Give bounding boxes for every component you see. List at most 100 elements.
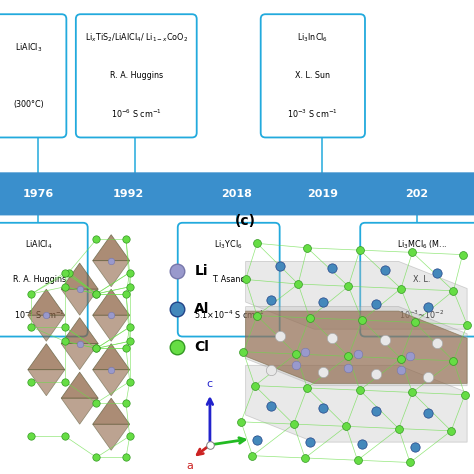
Text: 10$^{-3}$~10$^{-2}$: 10$^{-3}$~10$^{-2}$ bbox=[399, 308, 445, 320]
Text: 1992: 1992 bbox=[112, 189, 144, 199]
Point bbox=[267, 296, 274, 304]
Point bbox=[292, 362, 300, 369]
Point bbox=[276, 262, 283, 270]
Point bbox=[397, 366, 405, 374]
Point bbox=[65, 269, 73, 276]
Text: LiAlCl$_4$: LiAlCl$_4$ bbox=[25, 238, 53, 251]
Polygon shape bbox=[61, 318, 98, 344]
Point bbox=[358, 441, 366, 448]
Point bbox=[267, 366, 274, 374]
Point bbox=[249, 452, 256, 459]
Point bbox=[292, 350, 300, 358]
Point bbox=[267, 402, 274, 410]
Point bbox=[206, 441, 214, 449]
Point bbox=[306, 438, 313, 446]
Polygon shape bbox=[28, 344, 65, 370]
Point bbox=[122, 454, 130, 461]
Point bbox=[328, 335, 336, 342]
FancyBboxPatch shape bbox=[261, 14, 365, 137]
Point bbox=[425, 373, 432, 381]
Point bbox=[27, 432, 35, 440]
Polygon shape bbox=[61, 398, 98, 424]
Point bbox=[328, 264, 336, 272]
Point bbox=[356, 386, 364, 394]
Point bbox=[290, 420, 297, 428]
Point bbox=[61, 337, 69, 345]
Point bbox=[372, 407, 380, 414]
FancyBboxPatch shape bbox=[0, 223, 88, 337]
Text: c: c bbox=[207, 379, 213, 389]
Polygon shape bbox=[61, 344, 98, 370]
Point bbox=[242, 276, 249, 283]
Polygon shape bbox=[246, 311, 467, 383]
Text: 1976: 1976 bbox=[22, 189, 54, 199]
Text: 10$^{-3}$ S cm$^{-1}$: 10$^{-3}$ S cm$^{-1}$ bbox=[287, 108, 338, 120]
Polygon shape bbox=[92, 424, 130, 450]
Point bbox=[253, 312, 261, 319]
Point bbox=[253, 436, 261, 444]
Polygon shape bbox=[61, 289, 98, 315]
Point bbox=[303, 384, 311, 392]
Point bbox=[306, 314, 313, 322]
Point bbox=[239, 348, 247, 356]
Point bbox=[461, 391, 469, 399]
Point bbox=[126, 323, 134, 331]
Point bbox=[76, 285, 83, 293]
Point bbox=[27, 290, 35, 298]
Polygon shape bbox=[28, 289, 65, 315]
Text: R. A. Huggins: R. A. Huggins bbox=[12, 275, 66, 284]
Point bbox=[126, 337, 134, 345]
Point bbox=[173, 343, 181, 351]
Point bbox=[126, 378, 134, 385]
Point bbox=[397, 285, 405, 292]
Text: (c): (c) bbox=[235, 213, 255, 228]
Point bbox=[126, 432, 134, 440]
Polygon shape bbox=[246, 365, 467, 442]
Point bbox=[173, 305, 181, 313]
Point bbox=[409, 389, 416, 396]
Point bbox=[464, 321, 471, 328]
Point bbox=[61, 269, 69, 276]
Point bbox=[450, 357, 457, 365]
Text: a: a bbox=[186, 461, 193, 471]
Text: 202: 202 bbox=[406, 189, 428, 199]
Polygon shape bbox=[92, 370, 130, 396]
Point bbox=[92, 290, 100, 298]
Point bbox=[397, 355, 405, 362]
Text: (300°C): (300°C) bbox=[13, 100, 44, 109]
Point bbox=[122, 345, 130, 352]
Text: b: b bbox=[255, 436, 261, 446]
Point bbox=[237, 418, 245, 426]
Point bbox=[61, 432, 69, 440]
Point bbox=[122, 399, 130, 407]
Point bbox=[434, 339, 441, 346]
Point bbox=[381, 267, 389, 274]
Polygon shape bbox=[28, 370, 65, 396]
Point bbox=[356, 246, 364, 254]
Text: T. Asano: T. Asano bbox=[212, 275, 246, 284]
Point bbox=[92, 345, 100, 352]
Text: 5.1×10$^{-4}$ S cm$^{-1}$: 5.1×10$^{-4}$ S cm$^{-1}$ bbox=[193, 308, 264, 320]
Point bbox=[301, 454, 309, 462]
Text: LiAlCl$_3$: LiAlCl$_3$ bbox=[15, 41, 42, 54]
Text: X. L. Sun: X. L. Sun bbox=[295, 72, 330, 80]
Polygon shape bbox=[61, 372, 98, 398]
Point bbox=[43, 311, 50, 319]
Text: R. A. Huggins: R. A. Huggins bbox=[109, 72, 163, 80]
Point bbox=[301, 348, 309, 356]
Polygon shape bbox=[61, 263, 98, 289]
Point bbox=[406, 459, 414, 466]
Polygon shape bbox=[92, 261, 130, 287]
Polygon shape bbox=[92, 398, 130, 424]
Point bbox=[372, 371, 380, 378]
Point bbox=[122, 236, 130, 243]
Text: 10$^{-6}$ S cm$^{-1}$: 10$^{-6}$ S cm$^{-1}$ bbox=[14, 308, 64, 320]
Point bbox=[92, 290, 100, 298]
Point bbox=[354, 456, 361, 464]
Point bbox=[92, 454, 100, 461]
Polygon shape bbox=[92, 344, 130, 370]
Point bbox=[395, 425, 402, 432]
Point bbox=[342, 422, 350, 430]
Text: X. L.: X. L. bbox=[413, 275, 430, 284]
Point bbox=[61, 323, 69, 331]
